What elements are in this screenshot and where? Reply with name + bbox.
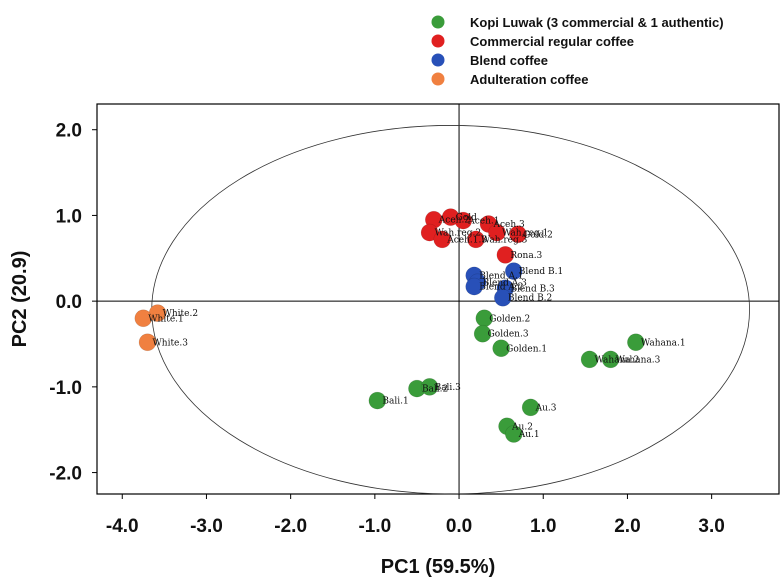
data-point-series-1 (580, 350, 599, 369)
y-tick-label: 2.0 (56, 121, 82, 142)
data-point-series-3 (504, 262, 523, 280)
data-point-series-1 (504, 425, 523, 443)
legend-marker (431, 72, 445, 86)
axis-ticks: -4.0 -3.0 -2.0 -1.0 0.0 1.0 2.0 3.0 2.0 1.0 0.0 -1.… (49, 121, 725, 537)
point-label: Au.3 (535, 403, 557, 413)
point-label: Bali.3 (435, 383, 462, 393)
data-point-series-1 (420, 378, 439, 396)
point-label: Blend A.3 (483, 278, 528, 288)
point-label: Wah.reg.3 (481, 235, 528, 245)
y-tick-label: 0.0 (56, 292, 82, 313)
point-label: Golden.1 (506, 344, 547, 354)
x-tick-label: 2.0 (614, 516, 640, 537)
point-label: Aceh.3 (493, 220, 526, 230)
data-point-series-1 (473, 324, 492, 343)
x-tick-label: -3.0 (190, 516, 223, 537)
point-label: Bali.2 (422, 385, 448, 395)
data-point-series-3 (465, 277, 484, 296)
legend-label: Blend coffee (470, 53, 548, 68)
data-point-series-1 (601, 350, 620, 369)
x-tick-label: -4.0 (106, 516, 139, 537)
data-point-series-1 (492, 339, 510, 358)
point-label: Blend A.1 (479, 271, 523, 281)
point-label: Wahana.1 (641, 338, 686, 348)
point-label: Bali.1 (382, 397, 408, 407)
y-tick-label: -2.0 (49, 464, 82, 485)
legend-label: Kopi Luwak (3 commercial & 1 authentic) (470, 15, 724, 30)
point-label: Rona.3 (510, 251, 542, 261)
point-label: Blend B.1 (519, 267, 563, 277)
point-label: Blend A.2 (479, 283, 523, 293)
data-points (134, 208, 645, 443)
point-label: Wah.reg.1 (502, 229, 548, 239)
data-point-series-2 (433, 230, 452, 249)
x-axis-title: PC1 (59.5%) (381, 556, 496, 578)
legend-label: Adulteration coffee (470, 72, 588, 87)
point-labels: Golden.2 Golden.3 Golden.1 Wahana.1Wahana.2… (148, 213, 685, 440)
data-point-series-2 (454, 211, 473, 230)
point-label: Aceh.1.3 (446, 235, 487, 245)
point-label: Golden.3 (488, 330, 529, 340)
point-label: Wah.reg.2 (435, 229, 481, 239)
point-label: White.3 (153, 338, 189, 348)
point-label: Wahana.2 (595, 355, 640, 365)
point-label: Aceh.1 (467, 217, 499, 227)
data-point-series-4 (134, 309, 153, 328)
point-label: White.1 (148, 314, 183, 324)
point-label: White.2 (163, 309, 198, 319)
x-tick-label: 0.0 (446, 516, 472, 537)
point-label: Aceh.2 (438, 216, 470, 226)
data-point-series-1 (368, 391, 387, 410)
point-label: Gold (456, 213, 477, 223)
point-label: Au.1 (518, 430, 540, 440)
confidence-ellipse (151, 125, 750, 495)
x-tick-label: 1.0 (530, 516, 556, 537)
legend-marker (431, 53, 445, 67)
x-tick-label: -1.0 (358, 516, 391, 537)
x-tick-label: 3.0 (698, 516, 724, 537)
y-axis-title: PC2 (20.9) (9, 251, 31, 348)
y-tick-label: 1.0 (56, 206, 82, 227)
point-label: Wahana.3 (616, 355, 661, 365)
legend-marker (431, 34, 445, 48)
point-label: Au.2 (511, 422, 533, 432)
y-tick-label: -1.0 (49, 378, 82, 399)
point-label: Blend B.2 (508, 294, 552, 304)
data-point-series-2 (509, 225, 527, 244)
data-point-series-2 (467, 230, 485, 249)
data-point-series-4 (138, 333, 157, 352)
legend-marker (431, 15, 445, 29)
data-point-series-1 (627, 333, 645, 352)
plot-frame (96, 103, 780, 495)
data-point-series-1 (521, 398, 540, 417)
legend: Kopi Luwak (3 commercial & 1 authentic) C… (431, 15, 724, 87)
data-point-series-2 (496, 246, 515, 264)
data-point-series-3 (494, 288, 512, 307)
x-tick-label: -2.0 (274, 516, 307, 537)
legend-label: Commercial regular coffee (470, 34, 634, 49)
point-label: Blend B.3 (510, 284, 555, 294)
point-label: Golden.2 (489, 314, 530, 324)
point-label: Gold.2 (523, 230, 553, 240)
data-point-series-2 (488, 223, 506, 242)
